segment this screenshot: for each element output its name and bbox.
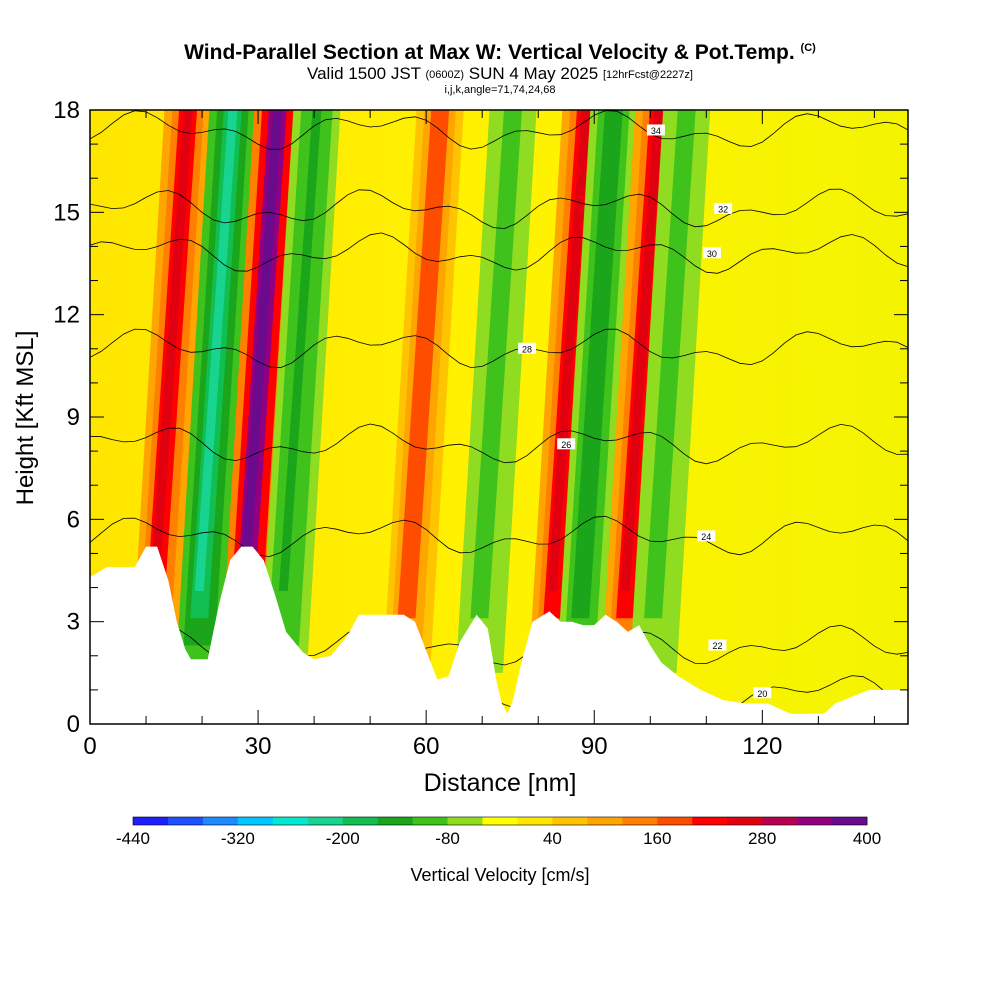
theta-contour [90,110,908,150]
contour-label-bg [646,124,665,136]
colorbar-segment [832,817,868,825]
grid-indices: i,j,k,angle=71,74,24,68 [444,84,556,96]
colorbar-frame [132,816,868,826]
theta-contour [90,515,908,558]
colorbar-segment [167,817,204,825]
colorbar-segment [272,817,309,825]
colorbar-segment [133,817,169,825]
colorbar-segment [377,817,414,825]
colorbar-segment [412,817,448,825]
y-tick-label: 6 [67,506,80,533]
colorbar-segment [657,817,693,825]
colorbar-tick-labels: -440 -320 -200 -80 40 160 280 400 [116,829,881,848]
contour-label: 20 [757,689,767,699]
y-tick-label: 9 [67,404,80,431]
colorbar-tick-label: 400 [853,829,881,848]
colorbar-tick-label: 160 [643,829,671,848]
y-axis-label: Height [Kft MSL] [12,331,39,506]
valid-time: Valid 1500 JST [307,64,421,83]
colorbar-segment [447,817,483,825]
velocity-band [620,110,664,591]
chart-title-text: Wind-Parallel Section at Max W: Vertical… [184,41,795,64]
colorbar-segment [762,817,798,825]
theta-contour [90,423,908,465]
contour-label: 32 [718,204,728,214]
colorbar-segment [552,817,588,825]
chart-title: Wind-Parallel Section at Max W: Vertical… [0,36,1000,65]
velocity-field [130,110,711,673]
theta-contour [90,232,908,274]
contour-label-bg [697,530,716,542]
contour-label: 28 [522,344,532,354]
contour-label-bg [753,687,772,699]
colorbar-label: Vertical Velocity [cm/s] [410,865,589,885]
contour-label-bg [702,247,721,259]
chart-subtitle: Valid 1500 JST (0600Z) SUN 4 May 2025 [1… [0,65,1000,84]
y-tick-label: 12 [53,302,80,329]
plot-area: 20 22 24 26 28 30 32 34 [90,110,908,724]
contour-label-bg [708,639,727,651]
y-tick-labels: 0 3 6 9 12 15 18 [53,97,80,738]
contour-label: 30 [707,249,717,259]
velocity-band [648,110,692,591]
x-tick-labels: 0 30 60 90 120 [83,733,782,760]
y-tick-label: 18 [53,97,80,124]
velocity-band [575,110,619,591]
y-tick-label: 3 [67,609,80,636]
title-block: Wind-Parallel Section at Max W: Vertical… [0,36,1000,96]
chart-title-mark: (C) [800,42,816,54]
colorbar-segment [482,817,518,825]
contour-label-bg [714,202,733,214]
colorbar-tick-label: -320 [221,829,255,848]
colorbar-tick-label: -440 [116,829,150,848]
valid-date: SUN 4 May 2025 [468,64,599,83]
velocity-band [239,110,283,591]
utc-time: (0600Z) [425,69,465,81]
x-tick-label: 90 [581,733,608,760]
colorbar-tick-label: 280 [748,829,776,848]
terrain-mask [90,546,908,724]
colorbar-segment [307,817,344,825]
colorbar-segment [202,817,239,825]
x-axis-label: Distance [nm] [424,769,577,797]
theta-contour [90,188,908,229]
contour-label: 22 [712,641,722,651]
y-tick-label: 0 [67,711,80,738]
contour-label-bg [557,438,576,450]
y-tick-label: 15 [53,199,80,226]
contour-label: 24 [701,532,711,542]
x-tick-label: 0 [83,733,96,760]
velocity-band [194,110,238,591]
contour-label: 34 [651,126,661,136]
contour-label: 26 [561,440,571,450]
velocity-band [402,110,445,591]
colorbar-tick-label: 40 [543,829,562,848]
colorbar-segment [727,817,763,825]
velocity-band [547,110,591,591]
colorbar-tick-label: -200 [326,829,360,848]
velocity-band [278,110,322,591]
x-tick-label: 30 [245,733,272,760]
colorbar-segment [622,817,658,825]
colorbar-segment [797,817,833,825]
colorbar-segment [342,817,379,825]
velocity-band [474,110,518,591]
axis-ticks [89,109,908,725]
theta-contours: 20 22 24 26 28 30 32 34 [90,110,908,715]
theta-contour [90,328,908,369]
x-tick-label: 120 [742,733,782,760]
colorbar-segment [692,817,728,825]
velocity-band [149,110,193,591]
colorbar-segment [517,817,553,825]
contour-label-bg [518,342,537,354]
colorbar [132,816,868,826]
x-tick-label: 60 [413,733,440,760]
forecast-info: [12hrFcst@2227z] [602,69,693,81]
colorbar-tick-label: -80 [435,829,460,848]
colorbar-segment [237,817,274,825]
colorbar-segment [587,817,623,825]
